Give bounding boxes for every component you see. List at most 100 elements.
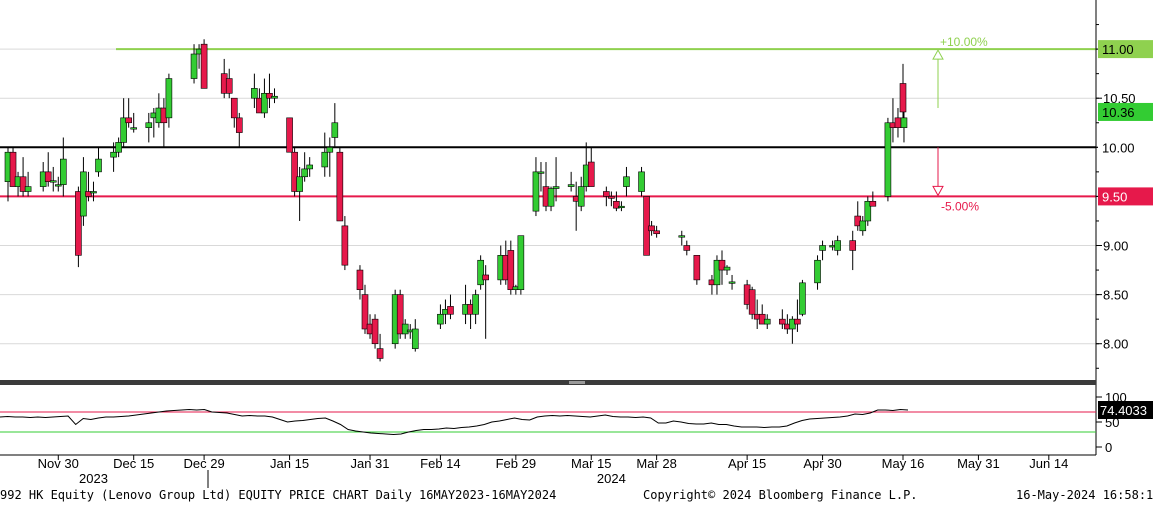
price-tick-label: 9.00 [1103,239,1128,254]
candle-body [24,186,32,192]
candle-body [437,313,444,325]
date-tick-label: Jun 14 [1029,456,1068,471]
candle-body [286,117,293,153]
minus-arrow-head [932,185,944,197]
candle-body [120,117,127,143]
panel-separator-grip [569,381,585,384]
candle-body [291,151,298,192]
candle-body [653,230,660,235]
candle-body [110,151,117,158]
date-tick-label: Jan 15 [270,456,309,471]
rsi-tick-label: 0 [1105,440,1112,455]
candle-body [613,201,620,209]
candle-body [396,294,404,335]
candlestick-series [4,39,908,362]
candle-body [678,235,686,238]
date-tick-label: Dec 29 [183,456,224,471]
candle-body [371,318,379,345]
rsi-value-tag [1098,401,1153,419]
candle-body [261,92,268,114]
price-tag-label: 9.50 [1102,189,1127,204]
candle-body [95,158,102,173]
candle-body [306,164,313,170]
price-tag-label: 10.00 [1102,140,1135,155]
candle-body [356,269,364,291]
date-tick-label: Apr 15 [728,456,766,471]
candle-body [849,240,857,251]
date-tick-label: May 16 [882,456,925,471]
candle-body [623,176,630,187]
rsi-line [0,408,909,436]
date-tick-label: Feb 14 [420,456,460,471]
candle-body [552,186,560,189]
plus-percent-label: +10.00% [940,35,988,49]
date-tick-label: Nov 30 [38,456,79,471]
candle-body [713,259,721,286]
price-tick-label: 8.50 [1103,288,1128,303]
footer-timestamp: 16-May-2024 16:58:19 [1016,488,1153,502]
candle-body [723,266,731,271]
candle-body [779,318,786,325]
candle-body [472,294,479,315]
candle-body [54,184,62,187]
candle-body [44,171,52,182]
candle-body [859,220,867,232]
candle-body [638,171,645,192]
candle-body [341,225,349,266]
candle-body [230,97,238,119]
candle-body [683,245,691,251]
candle-body [869,201,877,207]
panel-separator-bar [0,380,1096,385]
candle-body [251,88,258,99]
candle-body [321,151,329,168]
panel-separator[interactable] [0,380,1096,385]
candle-body [618,205,625,209]
minus-percent-label: -5.00% [941,199,979,213]
candle-body [60,158,67,185]
candle-body [130,127,138,130]
candle-body [507,250,515,291]
year-label: 2023 [79,471,108,486]
plus-arrow-head [932,49,944,60]
percent-annotations: +10.00% -5.00% [932,35,988,213]
date-tick-label: Mar 28 [636,456,676,471]
candle-body [718,259,726,271]
candle-body [567,184,575,187]
price-tag-box [1098,40,1153,59]
date-tick-label: Jan 31 [350,456,389,471]
candle-body [225,78,233,94]
candle-body [608,196,615,199]
candle-body [814,259,821,284]
price-tick-label: 8.00 [1103,337,1128,352]
candle-body [447,306,454,315]
candle-body [296,176,303,192]
candle-body [331,122,339,138]
candle-body [693,255,701,281]
candle-body [301,168,308,178]
candle-body [547,188,555,207]
price-axis: 8.00 8.50 9.00 10.50 11.00 10.00 9.50 10.36 [1095,0,1153,455]
candle-body [864,201,872,222]
candle-body [900,117,908,128]
rsi-value-label: 74.4033 [1100,403,1147,418]
candle-body [235,117,243,133]
price-tick-label: 10.50 [1103,91,1136,106]
price-tag-box [1098,102,1153,121]
candle-body [49,180,57,183]
candle-body [200,43,208,89]
candle-body [9,151,17,187]
candle-body [75,191,82,256]
price-tag-box [1098,138,1153,157]
candle-body [819,245,826,251]
date-tick-label: May 31 [957,456,1000,471]
date-tick-label: Dec 15 [113,456,154,471]
candle-body [336,151,344,222]
footer-copyright: Copyright© 2024 Bloomberg Finance L.P. [643,488,918,502]
candle-body [799,282,806,315]
candle-body [85,191,92,197]
candle-body [603,191,610,197]
date-axis: Nov 30 Dec 15 Dec 29 Jan 15 Jan 31 Feb 14 Feb … [0,454,1096,488]
candle-body [411,328,419,349]
